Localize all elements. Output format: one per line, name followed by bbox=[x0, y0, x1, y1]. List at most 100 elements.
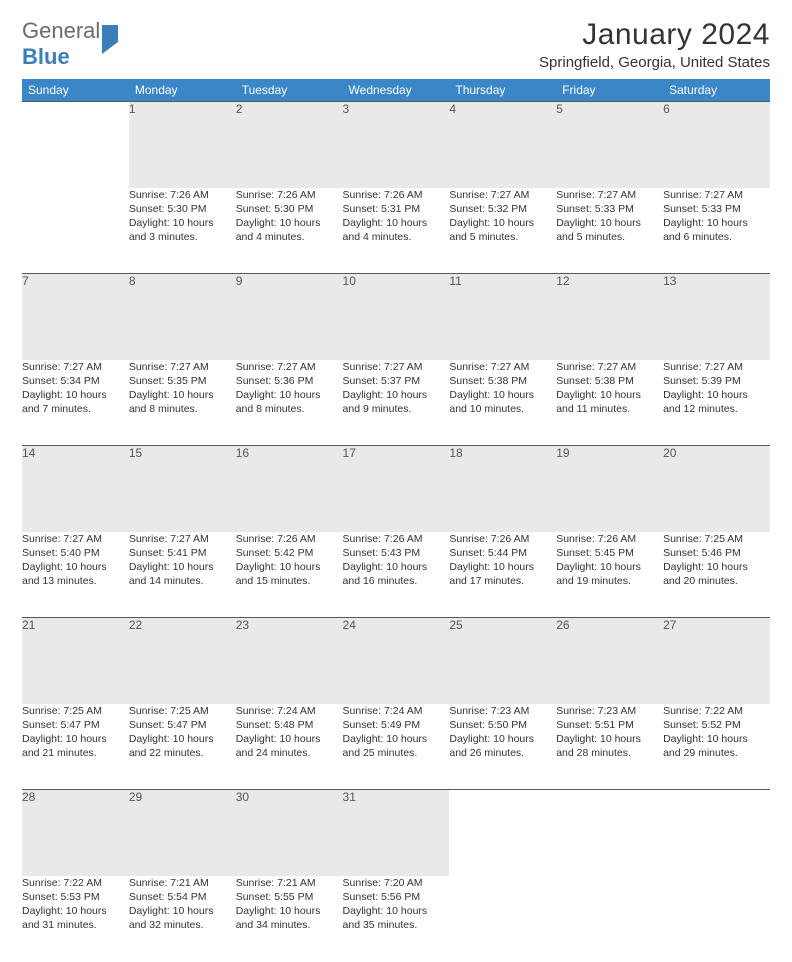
day-number-cell: 11 bbox=[449, 274, 556, 360]
day-info-line: Sunset: 5:45 PM bbox=[556, 546, 663, 560]
day-info-line: Sunrise: 7:25 AM bbox=[129, 704, 236, 718]
day-content-cell: Sunrise: 7:24 AMSunset: 5:48 PMDaylight:… bbox=[236, 704, 343, 790]
day-info-line: Daylight: 10 hours bbox=[343, 904, 450, 918]
day-info-line: Sunrise: 7:26 AM bbox=[129, 188, 236, 202]
day-info-line: Daylight: 10 hours bbox=[343, 216, 450, 230]
day-number-cell: 5 bbox=[556, 102, 663, 188]
day-info-line: and 16 minutes. bbox=[343, 574, 450, 588]
day-number-row: 78910111213 bbox=[22, 274, 770, 360]
day-info-line: and 9 minutes. bbox=[343, 402, 450, 416]
logo-text: General Blue bbox=[22, 18, 118, 70]
day-number-cell: 13 bbox=[663, 274, 770, 360]
header-bar: General Blue January 2024 Springfield, G… bbox=[22, 18, 770, 71]
day-info-line: and 29 minutes. bbox=[663, 746, 770, 760]
day-content-row: Sunrise: 7:26 AMSunset: 5:30 PMDaylight:… bbox=[22, 188, 770, 274]
day-content-row: Sunrise: 7:25 AMSunset: 5:47 PMDaylight:… bbox=[22, 704, 770, 790]
day-info-line: Daylight: 10 hours bbox=[556, 732, 663, 746]
day-content-cell: Sunrise: 7:24 AMSunset: 5:49 PMDaylight:… bbox=[343, 704, 450, 790]
day-content-cell: Sunrise: 7:26 AMSunset: 5:30 PMDaylight:… bbox=[129, 188, 236, 274]
day-info-line: and 15 minutes. bbox=[236, 574, 343, 588]
day-info-line: Sunrise: 7:27 AM bbox=[22, 360, 129, 374]
day-info-line: Daylight: 10 hours bbox=[236, 560, 343, 574]
day-info-line: Sunrise: 7:26 AM bbox=[343, 532, 450, 546]
day-number-cell: 14 bbox=[22, 446, 129, 532]
logo-triangle-icon bbox=[102, 25, 118, 54]
day-info-line: Daylight: 10 hours bbox=[236, 732, 343, 746]
day-number-cell bbox=[556, 790, 663, 876]
day-info-line: Sunset: 5:34 PM bbox=[22, 374, 129, 388]
day-number-cell: 9 bbox=[236, 274, 343, 360]
day-content-cell: Sunrise: 7:22 AMSunset: 5:52 PMDaylight:… bbox=[663, 704, 770, 790]
day-number-row: 28293031 bbox=[22, 790, 770, 876]
day-content-cell: Sunrise: 7:23 AMSunset: 5:51 PMDaylight:… bbox=[556, 704, 663, 790]
day-content-cell: Sunrise: 7:21 AMSunset: 5:55 PMDaylight:… bbox=[236, 876, 343, 962]
day-info-line: Daylight: 10 hours bbox=[22, 560, 129, 574]
day-info-line: Sunset: 5:55 PM bbox=[236, 890, 343, 904]
day-info-line: Sunrise: 7:27 AM bbox=[556, 360, 663, 374]
weekday-header: Sunday bbox=[22, 79, 129, 102]
logo-word-1: General bbox=[22, 18, 100, 43]
day-info-line: Daylight: 10 hours bbox=[236, 904, 343, 918]
day-info-line: Sunrise: 7:20 AM bbox=[343, 876, 450, 890]
day-content-cell bbox=[22, 188, 129, 274]
day-info-line: and 10 minutes. bbox=[449, 402, 556, 416]
day-info-line: Daylight: 10 hours bbox=[663, 388, 770, 402]
weekday-header: Saturday bbox=[663, 79, 770, 102]
day-number-cell: 22 bbox=[129, 618, 236, 704]
day-info-line: and 25 minutes. bbox=[343, 746, 450, 760]
day-info-line: Sunrise: 7:24 AM bbox=[236, 704, 343, 718]
day-info-line: and 21 minutes. bbox=[22, 746, 129, 760]
day-info-line: Sunset: 5:40 PM bbox=[22, 546, 129, 560]
day-info-line: Daylight: 10 hours bbox=[236, 216, 343, 230]
day-info-line: Sunrise: 7:26 AM bbox=[556, 532, 663, 546]
day-info-line: Sunrise: 7:26 AM bbox=[449, 532, 556, 546]
day-content-cell: Sunrise: 7:27 AMSunset: 5:39 PMDaylight:… bbox=[663, 360, 770, 446]
day-info-line: Sunset: 5:30 PM bbox=[236, 202, 343, 216]
day-info-line: Sunset: 5:38 PM bbox=[556, 374, 663, 388]
day-info-line: Sunset: 5:42 PM bbox=[236, 546, 343, 560]
day-info-line: Daylight: 10 hours bbox=[663, 560, 770, 574]
day-info-line: Daylight: 10 hours bbox=[236, 388, 343, 402]
day-number-row: 123456 bbox=[22, 102, 770, 188]
day-info-line: Daylight: 10 hours bbox=[129, 732, 236, 746]
day-number-cell: 8 bbox=[129, 274, 236, 360]
day-info-line: Sunrise: 7:27 AM bbox=[663, 360, 770, 374]
day-content-cell: Sunrise: 7:25 AMSunset: 5:47 PMDaylight:… bbox=[129, 704, 236, 790]
day-info-line: Daylight: 10 hours bbox=[449, 216, 556, 230]
day-content-cell: Sunrise: 7:27 AMSunset: 5:37 PMDaylight:… bbox=[343, 360, 450, 446]
day-info-line: Daylight: 10 hours bbox=[556, 216, 663, 230]
day-number-cell: 16 bbox=[236, 446, 343, 532]
day-info-line: and 32 minutes. bbox=[129, 918, 236, 932]
weekday-header: Wednesday bbox=[343, 79, 450, 102]
day-number-cell: 31 bbox=[343, 790, 450, 876]
day-number-cell: 30 bbox=[236, 790, 343, 876]
day-info-line: Sunset: 5:48 PM bbox=[236, 718, 343, 732]
day-info-line: and 24 minutes. bbox=[236, 746, 343, 760]
day-info-line: and 5 minutes. bbox=[449, 230, 556, 244]
weekday-header-row: SundayMondayTuesdayWednesdayThursdayFrid… bbox=[22, 79, 770, 102]
day-info-line: Sunset: 5:46 PM bbox=[663, 546, 770, 560]
day-info-line: Sunset: 5:37 PM bbox=[343, 374, 450, 388]
day-info-line: Sunset: 5:49 PM bbox=[343, 718, 450, 732]
day-info-line: Sunset: 5:47 PM bbox=[22, 718, 129, 732]
day-content-cell: Sunrise: 7:20 AMSunset: 5:56 PMDaylight:… bbox=[343, 876, 450, 962]
day-info-line: Sunrise: 7:22 AM bbox=[663, 704, 770, 718]
day-content-cell: Sunrise: 7:22 AMSunset: 5:53 PMDaylight:… bbox=[22, 876, 129, 962]
day-info-line: Sunrise: 7:25 AM bbox=[663, 532, 770, 546]
day-info-line: Sunset: 5:43 PM bbox=[343, 546, 450, 560]
day-info-line: Sunrise: 7:27 AM bbox=[449, 188, 556, 202]
day-content-cell bbox=[449, 876, 556, 962]
day-info-line: and 8 minutes. bbox=[129, 402, 236, 416]
day-info-line: Sunrise: 7:26 AM bbox=[236, 532, 343, 546]
day-content-cell: Sunrise: 7:26 AMSunset: 5:44 PMDaylight:… bbox=[449, 532, 556, 618]
day-info-line: Daylight: 10 hours bbox=[449, 388, 556, 402]
day-number-cell: 15 bbox=[129, 446, 236, 532]
day-content-cell: Sunrise: 7:27 AMSunset: 5:40 PMDaylight:… bbox=[22, 532, 129, 618]
day-info-line: Daylight: 10 hours bbox=[556, 560, 663, 574]
weekday-header: Tuesday bbox=[236, 79, 343, 102]
day-content-cell: Sunrise: 7:26 AMSunset: 5:45 PMDaylight:… bbox=[556, 532, 663, 618]
day-content-cell: Sunrise: 7:26 AMSunset: 5:31 PMDaylight:… bbox=[343, 188, 450, 274]
day-info-line: Sunrise: 7:26 AM bbox=[343, 188, 450, 202]
day-content-cell: Sunrise: 7:27 AMSunset: 5:38 PMDaylight:… bbox=[556, 360, 663, 446]
day-info-line: and 28 minutes. bbox=[556, 746, 663, 760]
